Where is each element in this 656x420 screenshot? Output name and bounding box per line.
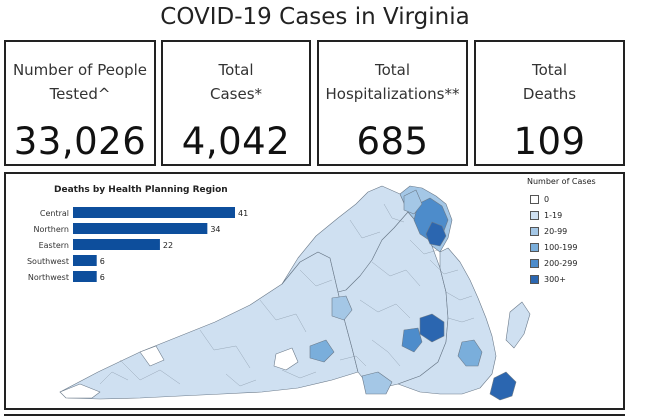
legend-item: 100-199: [530, 243, 577, 255]
stat-label-cases: Total Cases*: [209, 61, 263, 103]
legend-swatch: [530, 259, 539, 268]
map-region-lynchburg: [309, 339, 335, 363]
bar: [73, 223, 208, 234]
stat-card-hospitalizations: Total Hospitalizations** 685: [317, 40, 468, 166]
bar: [73, 255, 97, 266]
map-region-peninsula: [457, 339, 483, 367]
legend-label: 200-299: [544, 259, 578, 268]
legend-item: 1-19: [530, 211, 562, 223]
stat-card-deaths: Total Deaths 109: [474, 40, 625, 166]
legend-swatch: [530, 227, 539, 236]
bar: [73, 207, 235, 218]
legend-label: 1-19: [544, 211, 563, 220]
bar-value-label: 34: [210, 225, 220, 234]
map-region-eastern-shore: [505, 301, 531, 349]
bar: [73, 271, 97, 282]
map-region-swva-tip: [59, 383, 101, 399]
legend-item: 300+: [530, 275, 566, 287]
bar-category-label: Southwest: [27, 257, 69, 266]
bar-value-label: 6: [100, 257, 105, 266]
legend-swatch: [530, 243, 539, 252]
page-title: COVID-19 Cases in Virginia: [160, 4, 470, 30]
legend-item: 20-99: [530, 227, 567, 239]
map-region-empty-county-2: [139, 345, 165, 367]
stat-value-deaths: 109: [513, 120, 586, 163]
bar-category-label: Northwest: [28, 273, 69, 282]
bar-value-label: 41: [238, 209, 248, 218]
stat-card-cases: Total Cases* 4,042: [161, 40, 311, 166]
bar-category-label: Eastern: [39, 241, 69, 250]
map-region-norfolk-area: [489, 371, 517, 401]
legend-label: 0: [544, 195, 550, 204]
legend-item: 0: [530, 195, 549, 207]
map-region-empty-county: [273, 347, 299, 371]
bar-category-label: Central: [40, 209, 69, 218]
legend-swatch: [530, 275, 539, 284]
bar-category-label: Northern: [33, 225, 69, 234]
legend-swatch: [530, 211, 539, 220]
stat-label-hospitalizations: Total Hospitalizations**: [325, 61, 460, 103]
legend-title: Number of Cases: [527, 177, 596, 186]
map-region-arlington-area: [425, 221, 447, 247]
stat-label-tested: Number of People Tested^: [12, 61, 148, 103]
legend-item: 200-299: [530, 259, 577, 271]
map-region-roanoke: [331, 295, 353, 321]
county-borders: [99, 203, 475, 387]
stat-value-cases: 4,042: [181, 120, 291, 163]
map-region-loudoun: [403, 189, 423, 215]
legend-label: 300+: [544, 275, 566, 284]
stat-value-tested: 33,026: [13, 120, 147, 163]
bar: [73, 239, 160, 250]
legend-label: 100-199: [544, 243, 578, 252]
map-region-southside: [361, 371, 393, 395]
legend-swatch: [530, 195, 539, 204]
bar-chart-title: Deaths by Health Planning Region: [54, 185, 228, 195]
bar-value-label: 22: [163, 241, 173, 250]
stat-label-deaths: Total Deaths: [522, 61, 577, 103]
bar-value-label: 6: [100, 273, 105, 282]
stat-card-tested: Number of People Tested^ 33,026: [4, 40, 156, 166]
bottom-panel-edge: [4, 414, 625, 420]
stat-value-hospitalizations: 685: [356, 120, 429, 163]
legend-label: 20-99: [544, 227, 568, 236]
map-region-henrico-area: [401, 327, 423, 353]
